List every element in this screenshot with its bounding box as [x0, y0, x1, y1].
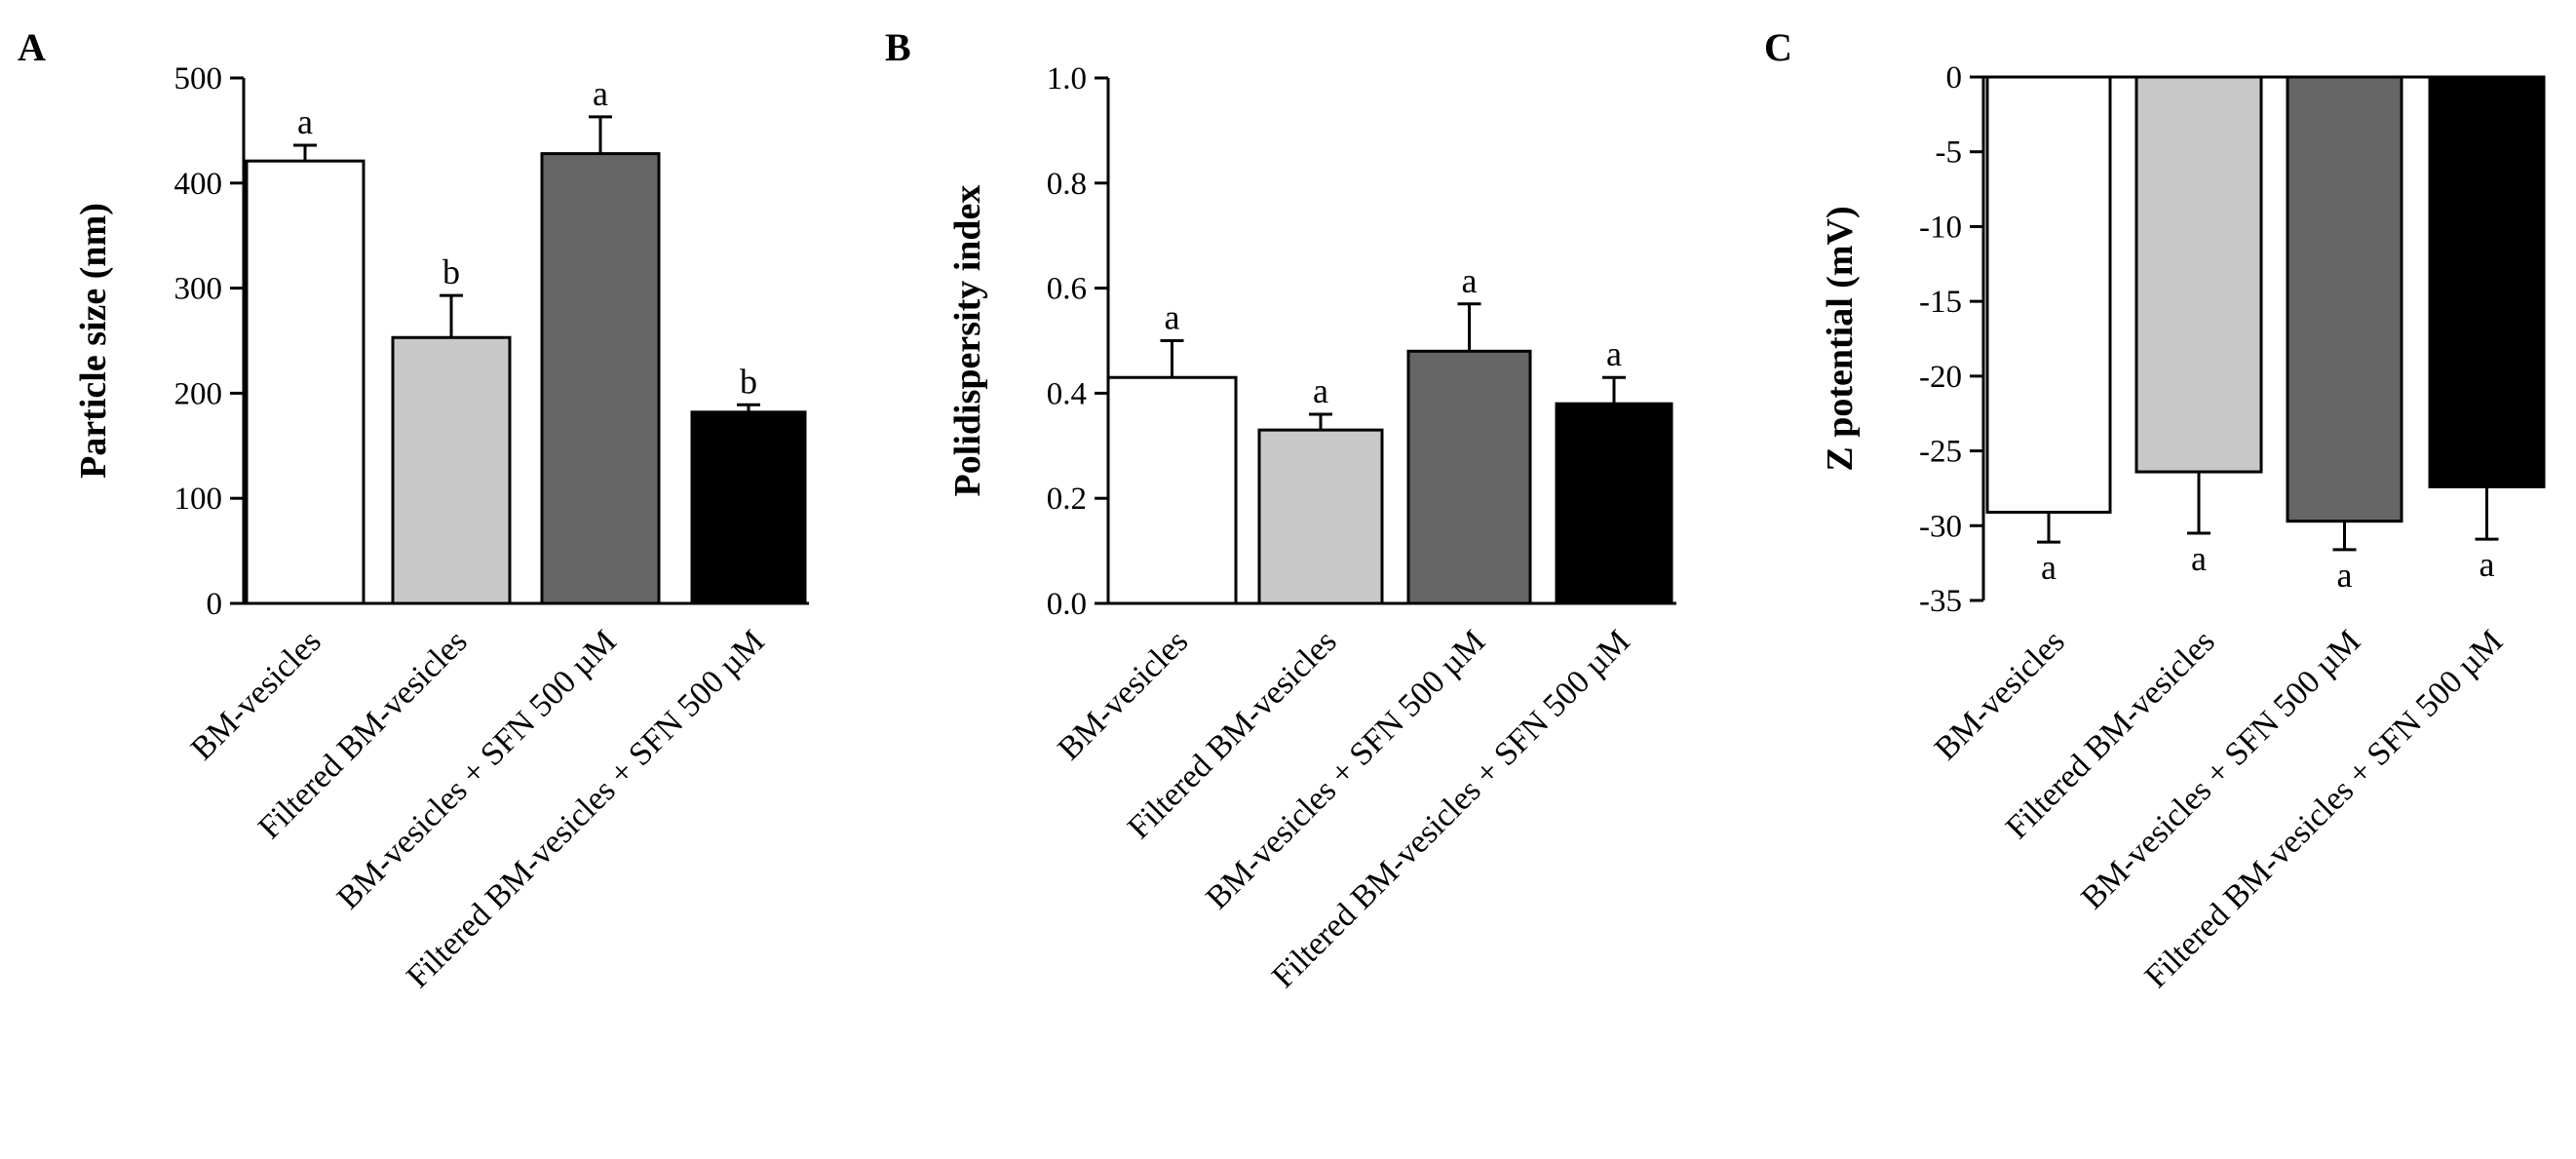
error-bar [1457, 302, 1481, 352]
y-tick-label: -30 [1919, 509, 1962, 544]
y-tick-label: 1.0 [1047, 61, 1087, 97]
y-tick-label: 100 [174, 482, 223, 517]
panel-letter: B [885, 25, 911, 69]
panel-c: CZ potential (mV)0-5-10-15-20-25-30-35aB… [1764, 25, 2546, 995]
significance-letter: b [740, 362, 757, 401]
error-bar [589, 115, 612, 154]
significance-letter: a [2480, 545, 2495, 584]
error-bar [1160, 339, 1184, 378]
significance-letter: a [2337, 556, 2353, 595]
y-axis-label: Polidispersity index [947, 185, 988, 497]
x-tick-label: BM-vesicles + SFN 500 µM [330, 623, 624, 916]
panel-letter: A [18, 25, 46, 69]
bar [1985, 75, 2112, 514]
error-bar [737, 403, 760, 412]
error-bar [2475, 486, 2499, 541]
bar [391, 335, 512, 605]
error-bar [2037, 512, 2060, 544]
error-bar [2187, 472, 2211, 535]
bar [1106, 375, 1238, 605]
significance-letter: a [1165, 298, 1180, 337]
bar [690, 410, 807, 605]
x-tick-label: BM-vesicles [184, 623, 328, 767]
significance-letter: a [593, 74, 608, 113]
x-tick-label: BM-vesicles + SFN 500 µM [1199, 623, 1492, 916]
y-tick-label: -15 [1919, 285, 1962, 320]
bar [1555, 402, 1673, 605]
error-bar [1309, 412, 1332, 431]
significance-letter: a [1313, 371, 1328, 410]
bar [540, 152, 661, 605]
error-bar [1602, 375, 1626, 405]
y-tick-label: 200 [174, 376, 223, 411]
significance-letter: b [442, 252, 460, 291]
significance-letter: a [2191, 539, 2207, 578]
y-tick-label: 500 [174, 61, 223, 97]
significance-letter: a [1606, 334, 1622, 373]
x-tick-label: BM-vesicles [1928, 623, 2072, 767]
panel-b: B Polidispersity index 0.0 0.2 0.4 0.6 0.8 1.0 a… [885, 25, 1676, 995]
error-bar [440, 293, 463, 338]
y-tick-label: 300 [174, 272, 223, 307]
y-tick-label: -5 [1936, 135, 1963, 171]
x-tick-label: BM-vesicles [1051, 623, 1195, 767]
y-tick-label: -25 [1919, 435, 1962, 470]
panel-a: A Particle size (nm) 0 100 200 300 400 500 a BM-v… [18, 25, 809, 995]
y-tick-label: 0.2 [1047, 482, 1087, 517]
bar [2286, 75, 2403, 523]
y-tick-label: 0 [1946, 60, 1963, 96]
significance-letter: a [2041, 548, 2057, 587]
y-tick-label: -20 [1919, 360, 1962, 395]
y-axis-label: Z potential (mV) [1820, 206, 1861, 471]
y-tick-label: 0 [207, 587, 223, 622]
significance-letter: a [297, 102, 313, 141]
panel-letter: C [1764, 25, 1792, 69]
y-tick-label: -10 [1919, 210, 1962, 245]
y-tick-label: -35 [1919, 584, 1962, 619]
y-tick-label: 0.0 [1047, 587, 1087, 622]
bar [1257, 428, 1384, 605]
bar [2428, 75, 2546, 488]
y-tick-label: 0.8 [1047, 167, 1087, 202]
bar [1406, 349, 1532, 605]
error-bar [293, 143, 317, 162]
significance-letter: a [1462, 261, 1478, 300]
error-bar [2332, 521, 2357, 552]
y-axis-label: Particle size (nm) [73, 203, 114, 479]
y-tick-label: 0.6 [1047, 272, 1087, 307]
x-tick-label: BM-vesicles + SFN 500 µM [2074, 623, 2367, 916]
y-tick-label: 400 [174, 167, 223, 202]
bar [245, 159, 365, 605]
bar [2134, 75, 2263, 474]
y-tick-label: 0.4 [1047, 376, 1087, 411]
